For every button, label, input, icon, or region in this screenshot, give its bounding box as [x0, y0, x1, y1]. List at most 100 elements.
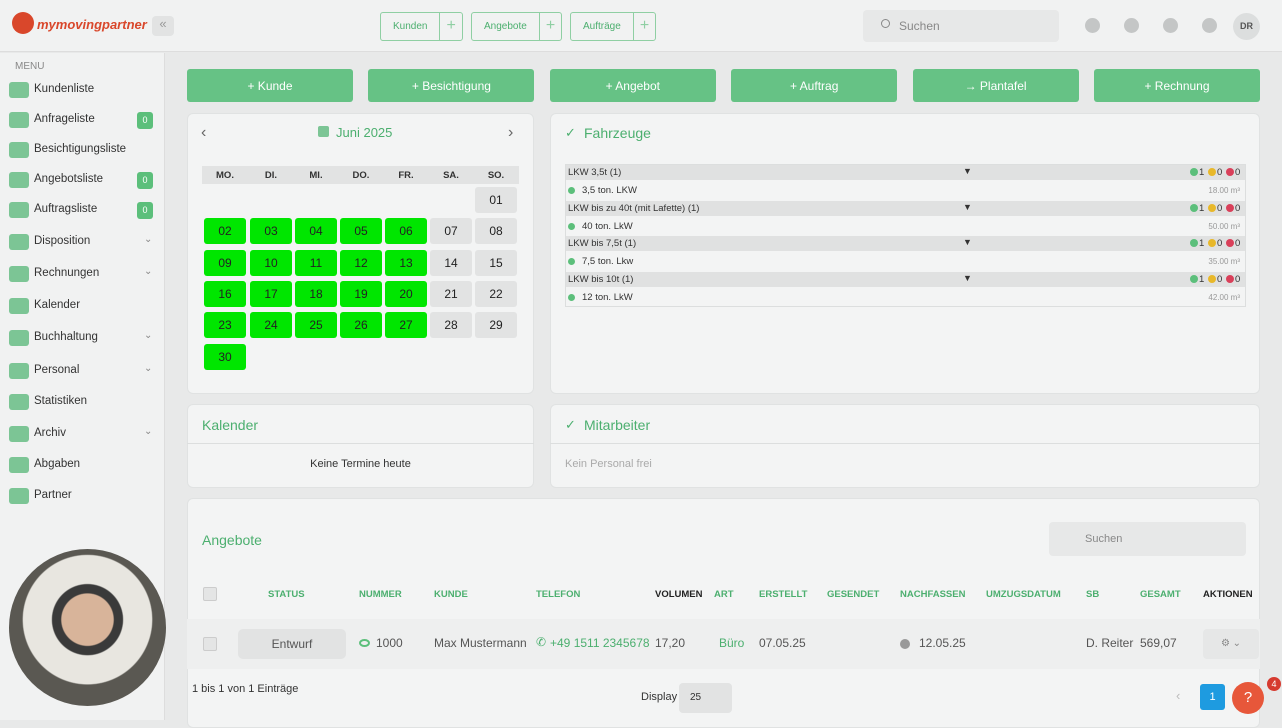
offers-search[interactable]: Suchen: [1049, 522, 1246, 556]
calendar-day[interactable]: 08: [475, 218, 517, 244]
status-count: 1: [1199, 238, 1205, 249]
prev-month[interactable]: ‹: [201, 124, 207, 141]
menu-item[interactable]: Statistiken: [34, 395, 88, 407]
toggle[interactable]: ▼: [963, 237, 972, 247]
action-button[interactable]: + Auftrag: [731, 69, 898, 102]
column-header[interactable]: SB: [1086, 589, 1100, 600]
menu-item[interactable]: Angebotsliste: [34, 173, 104, 185]
calendar-day[interactable]: 19: [340, 281, 382, 307]
header-icon[interactable]: [1085, 18, 1100, 33]
toggle[interactable]: ▼: [963, 201, 972, 212]
header-icon[interactable]: [1202, 18, 1217, 33]
calendar-day[interactable]: 16: [204, 281, 246, 307]
calendar-day[interactable]: 01: [475, 187, 517, 213]
calendar-day[interactable]: 11: [295, 250, 337, 276]
column-header[interactable]: VOLUMEN: [655, 589, 703, 600]
tab[interactable]: Angebote +: [471, 12, 563, 41]
badge: 0: [137, 112, 153, 129]
menu-item[interactable]: Kalender: [34, 299, 81, 311]
menu-item[interactable]: Buchhaltung: [34, 331, 98, 343]
calendar-day[interactable]: 26: [340, 312, 382, 338]
calendar-day[interactable]: 10: [250, 250, 292, 276]
column-header[interactable]: GESENDET: [827, 589, 880, 600]
column-header[interactable]: TELEFON: [536, 589, 581, 600]
menu-item[interactable]: Rechnungen: [34, 267, 100, 279]
calendar-day[interactable]: 12: [340, 250, 382, 276]
header-icon[interactable]: [1163, 18, 1178, 33]
page-button[interactable]: 1: [1200, 684, 1225, 710]
collapse-button[interactable]: «: [152, 16, 174, 36]
calendar-day[interactable]: 23: [204, 312, 246, 338]
column-header[interactable]: ART: [714, 589, 734, 600]
tab-add[interactable]: +: [446, 17, 456, 34]
calendar-day[interactable]: 03: [250, 218, 292, 244]
calendar-day[interactable]: 02: [204, 218, 246, 244]
status-count: 0: [1217, 167, 1223, 178]
page-size[interactable]: 25: [679, 683, 732, 713]
panel-message: Keine Termine heute: [310, 458, 411, 470]
calendar-day[interactable]: 05: [340, 218, 382, 244]
next-month[interactable]: ›: [508, 124, 514, 141]
menu-item[interactable]: Partner: [34, 489, 72, 501]
tab-label: Angebote: [472, 13, 540, 40]
menu-item[interactable]: Personal: [34, 364, 80, 376]
header-checkbox[interactable]: [203, 587, 217, 601]
menu-item[interactable]: Besichtigungsliste: [34, 143, 127, 155]
calendar-day[interactable]: 24: [250, 312, 292, 338]
action-button[interactable]: + Besichtigung: [368, 69, 535, 102]
tab[interactable]: Kunden +: [380, 12, 463, 41]
group-name: LKW bis 10t (1): [568, 273, 634, 285]
calendar-day[interactable]: 29: [475, 312, 517, 338]
avatar[interactable]: DR: [1233, 13, 1260, 40]
menu-item[interactable]: Archiv: [34, 427, 66, 439]
column-header[interactable]: KUNDE: [434, 589, 468, 600]
staff-panel: [550, 404, 1260, 488]
action-button[interactable]: + Rechnung: [1094, 69, 1260, 102]
calendar-day[interactable]: 30: [204, 344, 246, 370]
calendar-day[interactable]: 20: [385, 281, 427, 307]
row-checkbox[interactable]: [203, 637, 217, 651]
column-header[interactable]: AKTIONEN: [1203, 589, 1253, 600]
prev-page[interactable]: ‹: [1176, 688, 1181, 703]
menu-item[interactable]: Kundenliste: [34, 83, 95, 95]
calendar-day[interactable]: 15: [475, 250, 517, 276]
tab-add[interactable]: +: [545, 17, 556, 34]
menu-item[interactable]: Auftragsliste: [34, 203, 98, 215]
menu-icon: [9, 394, 29, 410]
menu-item[interactable]: Abgaben: [34, 458, 81, 470]
menu-item[interactable]: Disposition: [34, 235, 91, 247]
action-button[interactable]: + Kunde: [187, 69, 353, 102]
calendar-day[interactable]: 14: [430, 250, 472, 276]
calendar-day[interactable]: 13: [385, 250, 427, 276]
calendar-day[interactable]: 06: [385, 218, 427, 244]
search-box[interactable]: Suchen: [863, 10, 1059, 42]
menu-item[interactable]: Anfrageliste: [34, 113, 95, 125]
toggle[interactable]: ▼: [963, 166, 972, 176]
header-icon[interactable]: [1124, 18, 1139, 33]
action-button[interactable]: + Angebot: [549, 69, 716, 102]
column-header[interactable]: STATUS: [268, 589, 305, 600]
row-actions[interactable]: ⚙ ⌄: [1203, 629, 1259, 659]
calendar-day[interactable]: 17: [250, 281, 292, 307]
calendar-day[interactable]: 04: [295, 218, 337, 244]
calendar-day[interactable]: 18: [295, 281, 337, 307]
calendar-day[interactable]: 07: [430, 218, 472, 244]
weekday: SO.: [487, 170, 505, 181]
calendar-day[interactable]: 21: [430, 281, 472, 307]
tab-add[interactable]: +: [639, 17, 650, 34]
column-header[interactable]: ERSTELLT: [759, 589, 808, 600]
calendar-day[interactable]: 28: [430, 312, 472, 338]
column-header[interactable]: NUMMER: [359, 589, 402, 600]
action-button[interactable]: → Plantafel: [912, 69, 1079, 102]
tab[interactable]: Aufträge +: [570, 12, 657, 41]
calendar-day[interactable]: 09: [204, 250, 246, 276]
column-header[interactable]: UMZUGSDATUM: [986, 589, 1061, 600]
calendar-day[interactable]: 22: [475, 281, 517, 307]
calendar-day[interactable]: 27: [385, 312, 427, 338]
calendar-day[interactable]: 25: [295, 312, 337, 338]
column-header[interactable]: NACHFASSEN: [900, 589, 966, 600]
toggle[interactable]: ▼: [963, 272, 972, 283]
column-header[interactable]: GESAMT: [1140, 589, 1181, 600]
help-button[interactable]: ?: [1232, 682, 1264, 714]
